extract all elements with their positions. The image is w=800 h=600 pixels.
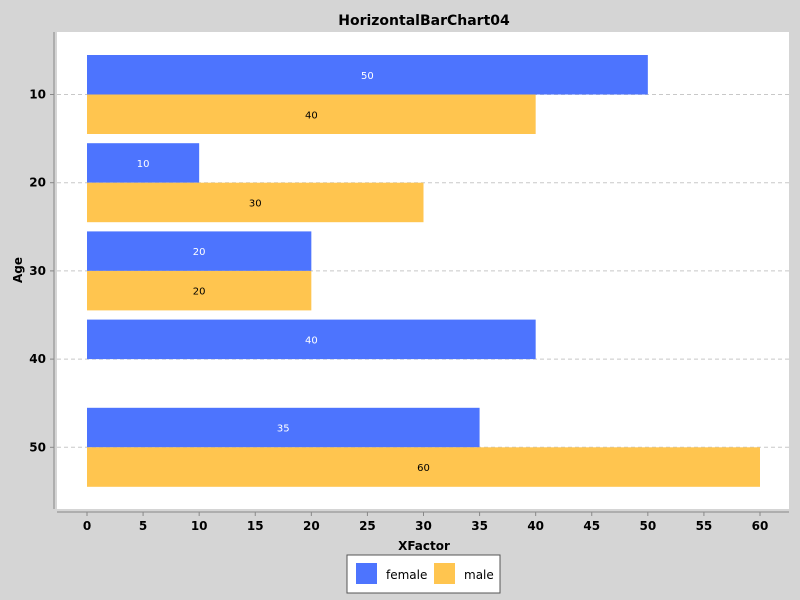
x-tick-label: 0 (83, 519, 91, 533)
bar-female (87, 143, 200, 183)
bar-value-label: 50 (361, 71, 374, 82)
bar-female (87, 407, 480, 448)
bars-group: 50 40 10 30 20 20 40 35 60 (87, 55, 760, 487)
x-tick-label: 50 (639, 519, 656, 533)
x-tick-label: 20 (303, 519, 320, 533)
bar-value-label: 40 (305, 110, 318, 121)
x-axis-label: XFactor (398, 539, 450, 553)
x-tick-label: 15 (247, 519, 264, 533)
chart-title: HorizontalBarChart04 (338, 13, 510, 29)
y-axis-label: Age (11, 257, 25, 283)
x-tick-label: 45 (583, 519, 600, 533)
x-tick-label: 35 (471, 519, 488, 533)
bar-value-label: 30 (249, 198, 262, 209)
y-tick-label: 10 (29, 88, 46, 102)
y-tick-label: 40 (29, 352, 46, 366)
x-tick-label: 40 (527, 519, 544, 533)
bar-value-label: 60 (417, 463, 430, 474)
bar-female (87, 231, 312, 271)
bar-value-label: 20 (193, 247, 206, 258)
bar-male (87, 94, 536, 134)
bar-female (87, 55, 648, 95)
y-tick-label: 50 (29, 440, 46, 454)
legend-label-male: male (464, 568, 494, 582)
bar-male (87, 182, 424, 223)
legend: female male (346, 554, 501, 594)
x-tick-label: 55 (696, 519, 713, 533)
x-tick-group: 0 5 10 15 20 25 30 35 40 45 50 55 60 (83, 512, 769, 533)
x-tick-label: 10 (191, 519, 208, 533)
y-tick-group: 10 20 30 40 50 (29, 88, 54, 454)
x-tick-label: 5 (139, 519, 147, 533)
legend-swatch-male (434, 563, 455, 584)
x-tick-label: 25 (359, 519, 376, 533)
bar-value-label: 20 (193, 287, 206, 298)
bar-male (87, 447, 760, 487)
bar-male (87, 270, 312, 311)
bar-female (87, 319, 536, 360)
bar-value-label: 35 (277, 424, 290, 435)
bar-value-label: 40 (305, 335, 318, 346)
x-tick-label: 60 (752, 519, 769, 533)
legend-swatch-female (356, 563, 377, 584)
bar-value-label: 10 (137, 159, 150, 170)
y-tick-label: 30 (29, 264, 46, 278)
legend-label-female: female (386, 568, 427, 582)
x-tick-label: 30 (415, 519, 432, 533)
y-tick-label: 20 (29, 176, 46, 190)
